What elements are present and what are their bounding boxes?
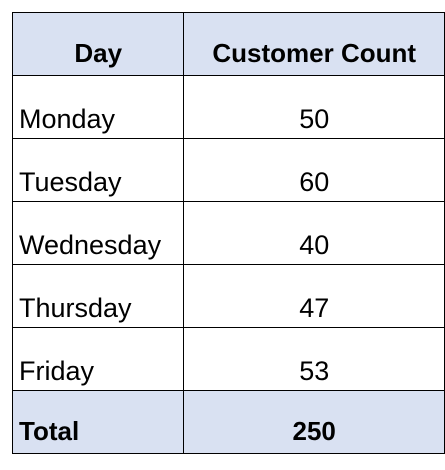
total-value[interactable]: 250 xyxy=(183,390,445,454)
cell-customer-count[interactable]: 53 xyxy=(183,327,445,391)
total-row: Total 250 xyxy=(11,390,445,454)
table-row: Friday 53 xyxy=(11,327,445,391)
cell-customer-count[interactable]: 40 xyxy=(183,201,445,265)
table-row: Tuesday 60 xyxy=(11,138,445,202)
cell-day[interactable]: Thursday xyxy=(11,264,185,328)
cell-day[interactable]: Monday xyxy=(11,75,185,139)
cell-day[interactable]: Friday xyxy=(11,327,185,391)
table-row: Thursday 47 xyxy=(11,264,445,328)
cell-customer-count[interactable]: 50 xyxy=(183,75,445,139)
cell-day[interactable]: Wednesday xyxy=(11,201,185,265)
cell-day[interactable]: Tuesday xyxy=(11,138,185,202)
total-label[interactable]: Total xyxy=(11,390,185,454)
column-header-customer-count[interactable]: Customer Count xyxy=(183,12,445,76)
table-row: Wednesday 40 xyxy=(11,201,445,265)
table-row: Monday 50 xyxy=(11,75,445,139)
header-row: Day Customer Count xyxy=(11,12,445,76)
cell-customer-count[interactable]: 60 xyxy=(183,138,445,202)
column-header-day[interactable]: Day xyxy=(11,12,185,76)
customer-count-table: Day Customer Count Monday 50 Tuesday 60 … xyxy=(11,12,445,454)
cell-customer-count[interactable]: 47 xyxy=(183,264,445,328)
